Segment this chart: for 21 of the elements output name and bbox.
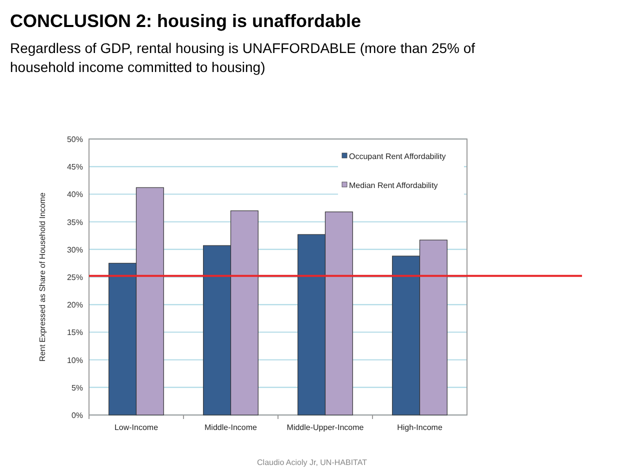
- y-tick-label: 50%: [66, 135, 83, 144]
- x-tick-label: Middle-Income: [204, 423, 258, 432]
- x-tick-label: Low-Income: [114, 423, 159, 432]
- y-tick-label: 25%: [66, 273, 83, 282]
- chart-subtitle: Regardless of GDP, rental housing is UNAFFORDABLE (more than 25% of household income committed to housing): [10, 40, 476, 75]
- text: Claudio Acioly Jr, UN-HABITAT: [257, 458, 368, 467]
- y-tick-label: 0%: [71, 411, 83, 420]
- y-tick-label: 40%: [66, 190, 83, 200]
- y-tick-label: 10%: [66, 356, 83, 365]
- legend-label: Occupant Rent Affordability: [349, 152, 446, 161]
- x-tick-label: High-Income: [397, 423, 443, 432]
- y-tick-label: 45%: [66, 162, 83, 172]
- y-tick-label: 20%: [66, 300, 83, 310]
- x-tick-label: Middle-Upper-Income: [286, 423, 364, 432]
- y-tick-label: 15%: [66, 328, 83, 338]
- y-axis-title: Rent Expressed as Share of Household Income: [38, 192, 47, 362]
- chart-title: CONCLUSION 2: housing is unaffordable: [10, 11, 362, 31]
- y-tick-label: 35%: [66, 218, 83, 227]
- legend-label: Median Rent Affordability: [349, 181, 438, 190]
- y-tick-label: 30%: [66, 245, 83, 254]
- y-tick-label: 5%: [71, 383, 83, 392]
